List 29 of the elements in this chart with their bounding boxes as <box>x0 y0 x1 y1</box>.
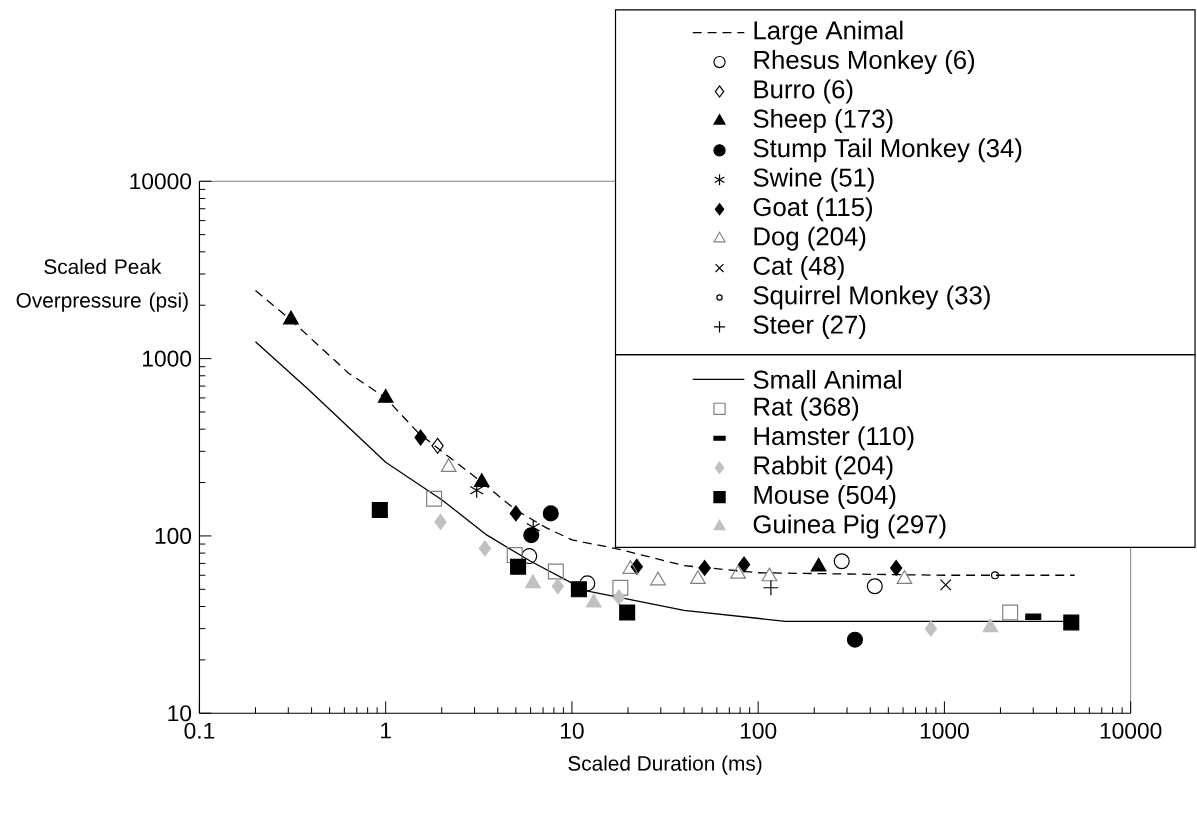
legend-label: Dog (204) <box>754 226 866 251</box>
legend-label: Steer (27) <box>753 314 866 339</box>
legend-label: Burro (6) <box>754 79 853 104</box>
legend-label: Rabbit (204) <box>754 455 893 480</box>
legend-label: Small Animal <box>753 369 901 389</box>
x-tick-label: 10000 <box>1100 722 1162 739</box>
x-tick-label: 100 <box>740 722 777 739</box>
legend-label: Large Animal <box>754 20 903 45</box>
x-tick-label: 1000 <box>920 722 969 739</box>
x-tick-label: 0.1 <box>184 722 215 739</box>
y-tick-label: 10000 <box>130 173 192 190</box>
legend-label: Mouse (504) <box>754 484 896 509</box>
x-axis-title: Scaled Duration (ms) <box>568 755 762 775</box>
legend-label: Rat (368) <box>754 396 859 421</box>
x-tick-label: 1 <box>381 722 391 739</box>
y-tick-label: 100 <box>155 527 192 544</box>
legend-label: Swine (51) <box>753 167 874 192</box>
legend-label: Rhesus Monkey (6) <box>754 49 975 74</box>
y-axis-title: Scaled Peak Overpressure (psi) <box>16 258 188 312</box>
legend-label: Cat (48) <box>753 255 844 280</box>
legend-label: Stump Tail Monkey (34) <box>753 138 1022 163</box>
legend-label: Goat (115) <box>753 197 873 222</box>
legend-label: Guinea Pig (297) <box>753 514 946 539</box>
y-tick-label: 10 <box>168 705 192 722</box>
legend-label: Sheep (173) <box>753 108 893 133</box>
legend-label: Squirrel Monkey (33) <box>753 285 990 310</box>
legend-label: Hamster (110) <box>754 426 914 451</box>
y-tick-label: 1000 <box>143 350 192 367</box>
x-tick-label: 10 <box>560 722 584 739</box>
